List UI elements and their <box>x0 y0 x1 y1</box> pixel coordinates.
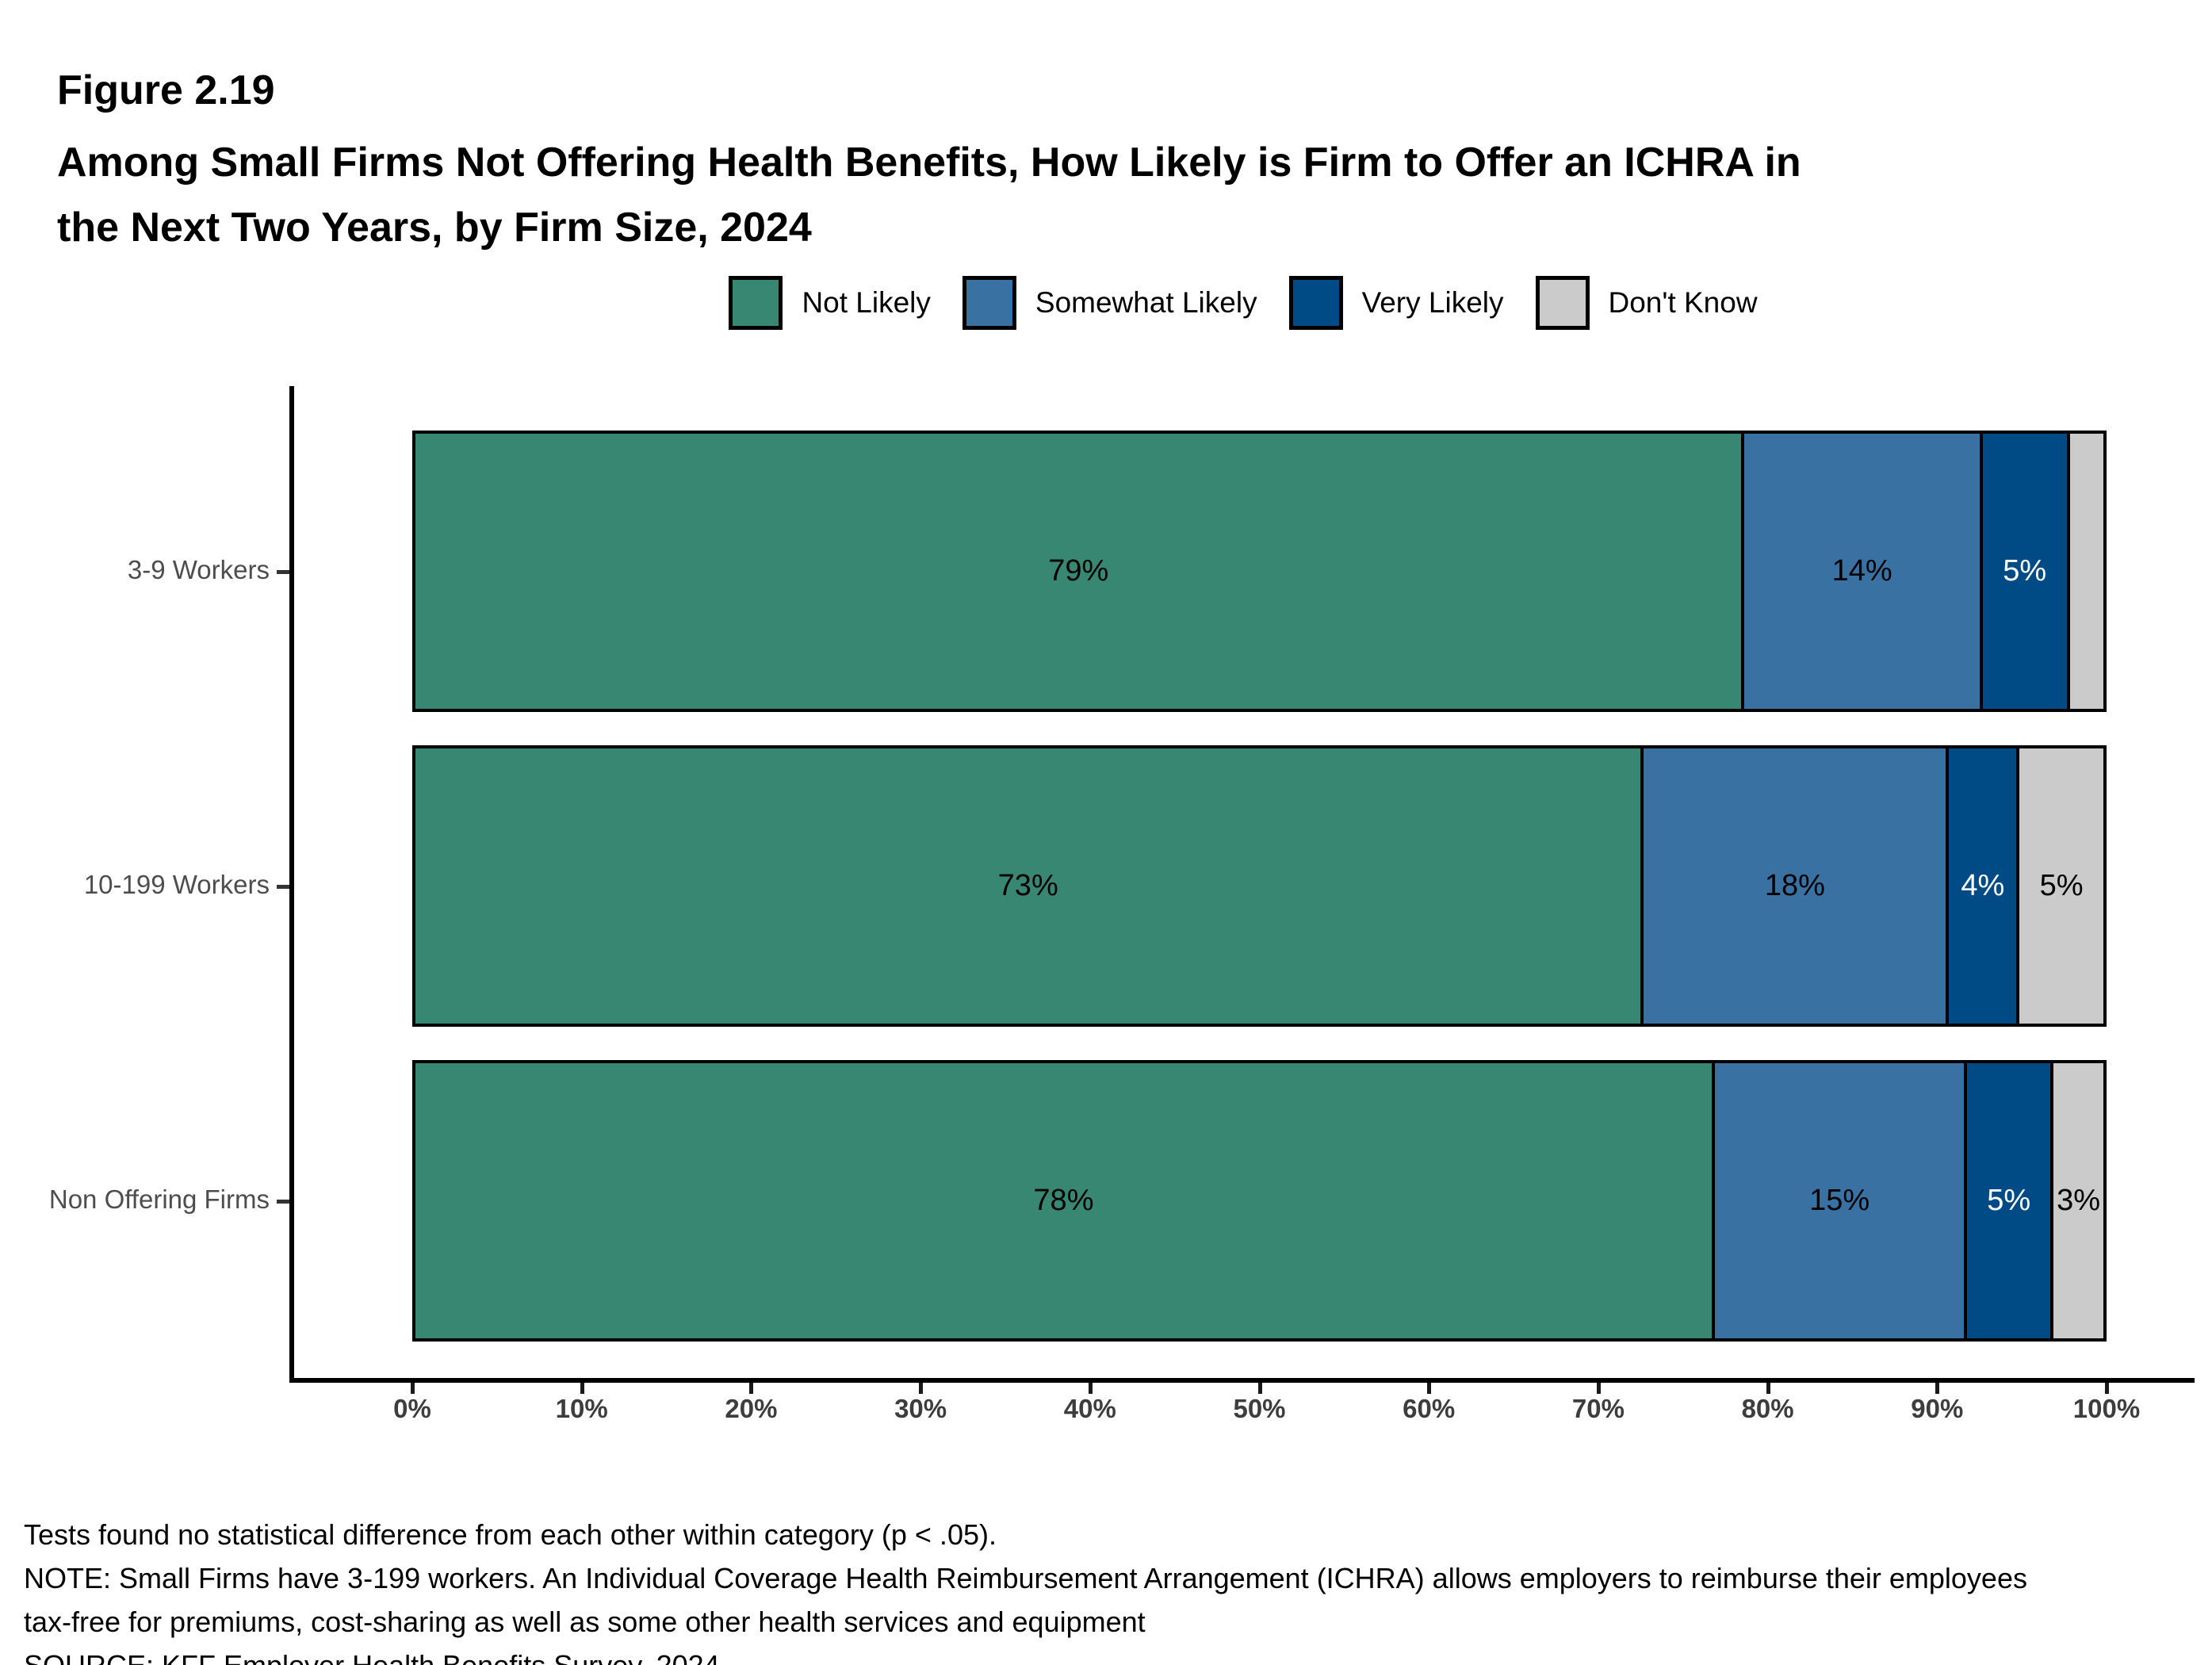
segment-value-label: 3% <box>2057 1184 2100 1217</box>
y-axis-line <box>289 386 294 1383</box>
x-tick-label: 50% <box>1233 1394 1286 1423</box>
x-tick-label: 90% <box>1911 1394 1964 1423</box>
x-axis-tick <box>749 1383 754 1394</box>
footnote-source: SOURCE: KFF Employer Health Benefits Sur… <box>24 1644 2027 1665</box>
legend-label: Very Likely <box>1361 286 1504 319</box>
y-axis-tick <box>277 1199 289 1204</box>
segment-non-offering-firms-don-t-know: 3% <box>2053 1063 2103 1338</box>
x-axis-tick <box>1935 1383 1940 1394</box>
segment-value-label: 4% <box>1961 869 2005 902</box>
x-axis-tick <box>411 1383 415 1394</box>
segment-10-199-workers-not-likely: 73% <box>415 748 1644 1024</box>
segment-non-offering-firms-somewhat-likely: 15% <box>1714 1063 1968 1338</box>
footnote-note-line-1: NOTE: Small Firms have 3-199 workers. An… <box>24 1562 2027 1594</box>
footnotes: Tests found no statistical difference fr… <box>24 1513 2027 1665</box>
stacked-bar-non-offering-firms: 78% 15% 5% 3% <box>412 1060 2107 1342</box>
segment-non-offering-firms-not-likely: 78% <box>415 1063 1715 1338</box>
x-axis-tick <box>1088 1383 1093 1394</box>
segment-10-199-workers-very-likely: 4% <box>1949 748 2020 1024</box>
x-tick-label: 0% <box>393 1394 431 1423</box>
chart-title-line-1: Among Small Firms Not Offering Health Be… <box>57 140 1801 186</box>
segment-value-label: 5% <box>2039 869 2084 902</box>
segment-value-label: 14% <box>1831 554 1892 588</box>
segment-10-199-workers-somewhat-likely: 18% <box>1644 748 1950 1024</box>
x-tick-label: 60% <box>1403 1394 1456 1423</box>
x-axis-line <box>289 1378 2195 1383</box>
x-axis-tick <box>2105 1383 2109 1394</box>
x-tick-label: 30% <box>894 1394 947 1423</box>
legend-label: Don't Know <box>1608 286 1758 319</box>
legend-item-not-likely: Not Likely <box>729 276 931 330</box>
segment-value-label: 79% <box>1048 554 1109 588</box>
legend-item-very-likely: Very Likely <box>1288 276 1504 330</box>
segment-value-label: 15% <box>1809 1184 1870 1217</box>
y-axis-label-non-offering-firms: Non Offering Firms <box>48 1184 270 1214</box>
x-axis-tick <box>919 1383 924 1394</box>
x-tick-label: 70% <box>1571 1394 1625 1423</box>
segment-3-9-workers-don-t-know <box>2069 434 2103 709</box>
stacked-bar-10-199-workers: 73% 18% 4% 5% <box>412 745 2107 1027</box>
x-axis-tick <box>1427 1383 1432 1394</box>
segment-value-label: 78% <box>1033 1184 1094 1217</box>
segment-value-label: 5% <box>2003 554 2047 588</box>
segment-3-9-workers-somewhat-likely: 14% <box>1744 434 1983 709</box>
figure-number: Figure 2.19 <box>57 67 275 113</box>
legend-swatch-very-likely-icon <box>1288 276 1343 330</box>
legend-item-somewhat-likely: Somewhat Likely <box>962 276 1257 330</box>
x-tick-label: 20% <box>725 1394 778 1423</box>
y-axis-tick <box>277 884 289 889</box>
y-axis-label-3-9-workers: 3-9 Workers <box>127 554 270 584</box>
segment-value-label: 18% <box>1764 869 1825 902</box>
legend-item-don-t-know: Don't Know <box>1535 276 1758 330</box>
x-axis-tick <box>1257 1383 1262 1394</box>
x-tick-label: 10% <box>555 1394 608 1423</box>
y-axis-label-10-199-workers: 10-199 Workers <box>83 869 270 899</box>
segment-3-9-workers-not-likely: 79% <box>415 434 1745 709</box>
legend: Not Likely Somewhat Likely Very Likely Don'… <box>292 271 2195 335</box>
footnote-note-line-2: tax-free for premiums, cost-sharing as w… <box>24 1606 1146 1638</box>
legend-swatch-don-t-know-icon <box>1535 276 1590 330</box>
legend-label: Not Likely <box>802 286 931 319</box>
segment-10-199-workers-don-t-know: 5% <box>2019 748 2103 1024</box>
x-axis-tick <box>1596 1383 1601 1394</box>
x-tick-label: 80% <box>1741 1394 1794 1423</box>
segment-value-label: 73% <box>997 869 1058 902</box>
legend-swatch-not-likely-icon <box>729 276 783 330</box>
segment-3-9-workers-very-likely: 5% <box>1982 434 2070 709</box>
x-tick-label: 40% <box>1063 1394 1116 1423</box>
chart-title-line-2: the Next Two Years, by Firm Size, 2024 <box>57 205 812 251</box>
x-axis-tick <box>580 1383 584 1394</box>
footnote-stats: Tests found no statistical difference fr… <box>24 1518 997 1551</box>
stacked-bar-3-9-workers: 79% 14% 5% <box>412 431 2107 712</box>
legend-label: Somewhat Likely <box>1035 286 1257 319</box>
x-axis-tick <box>1766 1383 1770 1394</box>
segment-value-label: 5% <box>1987 1184 2031 1217</box>
segment-non-offering-firms-very-likely: 5% <box>1967 1063 2054 1338</box>
x-tick-label: 100% <box>2072 1394 2141 1423</box>
y-axis-tick <box>277 569 289 574</box>
legend-swatch-somewhat-likely-icon <box>962 276 1016 330</box>
